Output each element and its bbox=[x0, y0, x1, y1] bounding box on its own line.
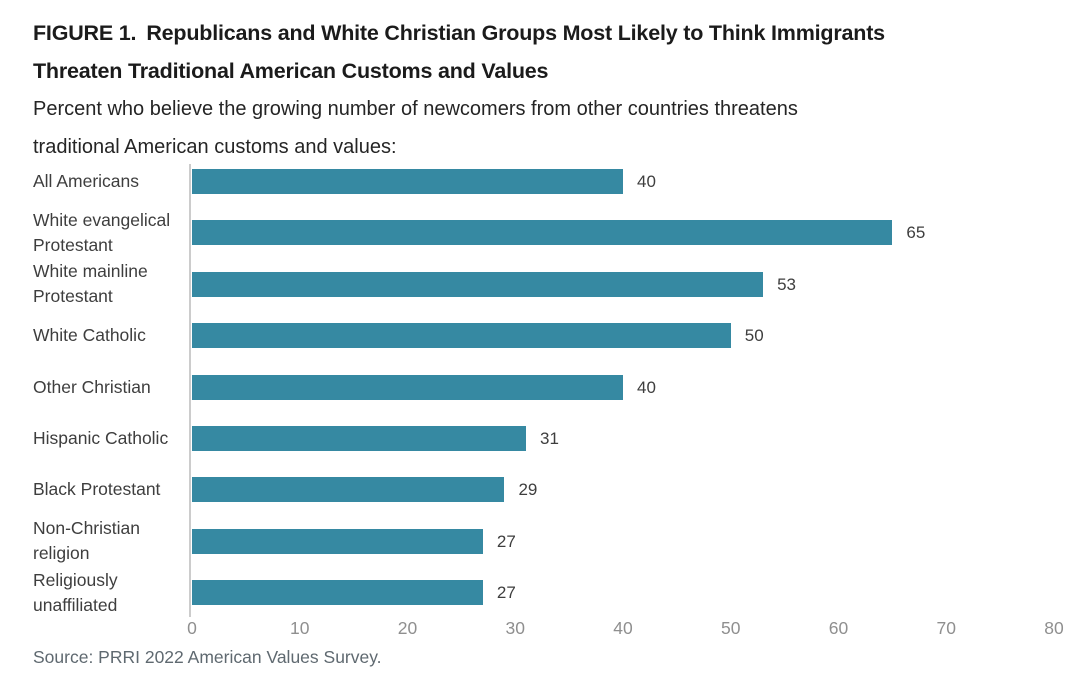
x-axis-tick-label: 40 bbox=[613, 618, 633, 638]
bar-value-label: 40 bbox=[637, 172, 656, 191]
bar-value-label: 27 bbox=[496, 531, 516, 551]
chart-title-line-1: FIGURE 1. Republicans and White Christian… bbox=[33, 14, 1053, 52]
bar bbox=[192, 528, 483, 554]
category-label: Other Christian bbox=[33, 376, 151, 397]
category-label: Black Protestant bbox=[33, 479, 161, 500]
bar bbox=[192, 580, 483, 606]
chart-subtitle: Percent who believe the growing number o… bbox=[33, 90, 1053, 166]
chart-subtitle-line-2: traditional American customs and values: bbox=[33, 136, 397, 158]
bar-value-label: 65 bbox=[906, 223, 926, 243]
category-label: White mainline Protestant bbox=[33, 261, 148, 307]
bar bbox=[192, 169, 623, 194]
x-axis-tick-label: 0 bbox=[187, 618, 197, 638]
chart-title-line-2: Threaten Traditional American Customs an… bbox=[33, 59, 549, 83]
y-axis-line bbox=[189, 164, 191, 617]
bar bbox=[192, 374, 623, 400]
chart-title-text-1: Republicans and White Christian Groups M… bbox=[146, 21, 885, 45]
source-note: Source: PRRI 2022 American Values Survey… bbox=[33, 647, 382, 667]
bar bbox=[192, 477, 505, 503]
chart-header: FIGURE 1. Republicans and White Christian… bbox=[33, 14, 1053, 166]
bar-value-label: 31 bbox=[540, 429, 559, 448]
bar bbox=[192, 426, 527, 451]
chart-subtitle-line-1: Percent who believe the growing number o… bbox=[33, 98, 798, 120]
bar-value-label: 27 bbox=[496, 583, 516, 603]
chart-title: FIGURE 1. Republicans and White Christian… bbox=[33, 14, 1053, 90]
bar-value-label: 29 bbox=[518, 480, 538, 500]
bar bbox=[192, 323, 731, 349]
category-label: Religiously unaffiliated bbox=[33, 569, 118, 615]
category-label: White evangelical Protestant bbox=[33, 209, 171, 255]
category-label: All Americans bbox=[33, 171, 140, 191]
bar bbox=[192, 220, 893, 246]
x-axis-tick-label: 50 bbox=[721, 618, 741, 638]
bar bbox=[192, 271, 764, 297]
category-label: Hispanic Catholic bbox=[33, 428, 169, 448]
figure-label: FIGURE 1. bbox=[33, 21, 137, 45]
x-axis-tick-label: 60 bbox=[828, 618, 849, 638]
bar-value-label: 53 bbox=[777, 274, 796, 294]
category-label: Non-Christian religion bbox=[33, 518, 140, 564]
x-axis-tick-label: 70 bbox=[936, 618, 956, 638]
bar-value-label: 40 bbox=[637, 377, 656, 397]
x-axis-tick-label: 10 bbox=[290, 618, 310, 638]
x-axis-tick-label: 30 bbox=[505, 618, 525, 638]
bar-value-label: 50 bbox=[744, 326, 764, 346]
x-axis-tick-label: 20 bbox=[397, 618, 418, 638]
category-label: White Catholic bbox=[33, 325, 146, 346]
x-axis-tick-label: 80 bbox=[1044, 618, 1064, 638]
